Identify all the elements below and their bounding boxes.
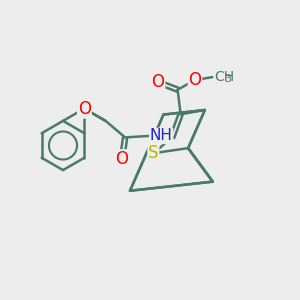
- Text: CH: CH: [214, 70, 234, 84]
- Text: O: O: [188, 71, 202, 89]
- Text: O: O: [78, 100, 91, 118]
- Text: 3: 3: [224, 74, 231, 85]
- Text: S: S: [148, 144, 159, 162]
- Text: O: O: [116, 150, 129, 168]
- Text: O: O: [152, 73, 165, 91]
- Text: NH: NH: [150, 128, 172, 143]
- Text: O: O: [78, 100, 91, 118]
